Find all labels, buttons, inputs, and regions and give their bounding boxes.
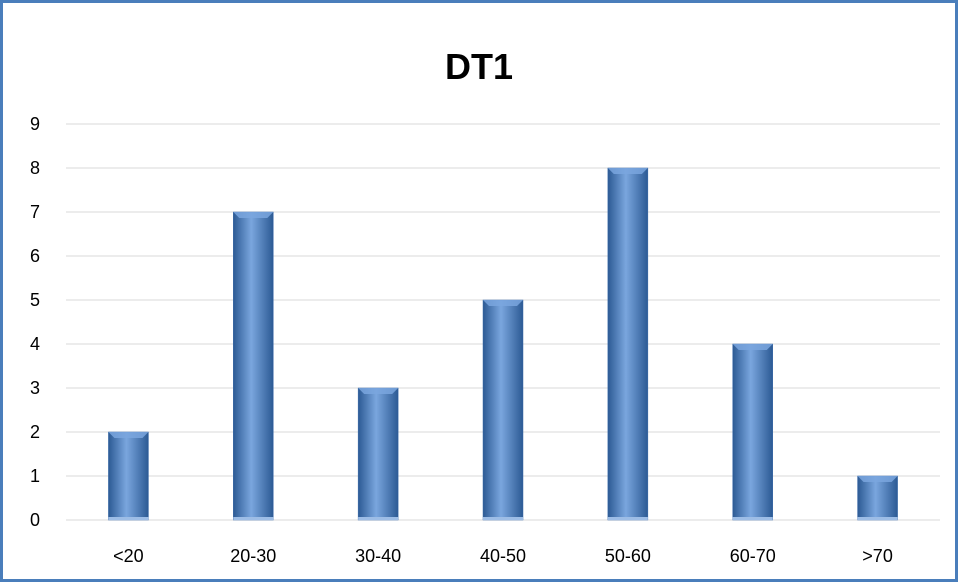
x-axis: <20 20-30 30-40 40-50 50-60 60-70 >70: [113, 546, 893, 566]
bar: [857, 475, 898, 521]
bar-rect: [607, 167, 649, 521]
bar-bevel: [358, 388, 399, 394]
bars: [108, 167, 898, 521]
bar-base: [358, 517, 399, 520]
bar-bevel: [233, 212, 274, 218]
y-tick-label: 3: [30, 378, 40, 398]
x-tick-label: <20: [113, 546, 144, 566]
x-tick-label: 30-40: [355, 546, 401, 566]
bar: [607, 167, 649, 521]
bar-base: [233, 517, 274, 520]
gridlines: [66, 123, 940, 521]
bar-rect: [357, 387, 399, 521]
y-tick-label: 9: [30, 114, 40, 134]
bar: [732, 343, 773, 521]
y-tick-label: 2: [30, 422, 40, 442]
x-tick-label: >70: [862, 546, 893, 566]
bar: [108, 431, 149, 521]
bar-bevel: [732, 344, 773, 350]
bar: [482, 299, 524, 521]
bar-base: [732, 517, 773, 520]
bar-bevel: [607, 168, 648, 174]
bar-rect: [732, 343, 773, 521]
x-tick-label: 60-70: [730, 546, 776, 566]
bar-rect: [482, 299, 524, 521]
bar-base: [483, 517, 523, 520]
x-tick-label: 40-50: [480, 546, 526, 566]
x-tick-label: 20-30: [230, 546, 276, 566]
bar: [357, 387, 399, 521]
bar: [233, 211, 274, 521]
bar-bevel: [857, 476, 898, 482]
bar-base: [108, 517, 149, 520]
bar-base: [607, 517, 648, 520]
bar-bevel: [108, 432, 149, 438]
y-tick-label: 7: [30, 202, 40, 222]
y-tick-label: 4: [30, 334, 40, 354]
bar-bevel: [483, 300, 523, 306]
y-tick-label: 5: [30, 290, 40, 310]
chart-title: DT1: [445, 46, 513, 87]
x-tick-label: 50-60: [605, 546, 651, 566]
y-axis: 0 1 2 3 4 5 6 7 8 9: [30, 114, 40, 530]
bar-rect: [857, 475, 898, 521]
y-tick-label: 0: [30, 510, 40, 530]
y-tick-label: 6: [30, 246, 40, 266]
bar-rect: [233, 211, 274, 521]
y-tick-label: 1: [30, 466, 40, 486]
y-tick-label: 8: [30, 158, 40, 178]
bar-rect: [108, 431, 149, 521]
bar-base: [857, 517, 898, 520]
